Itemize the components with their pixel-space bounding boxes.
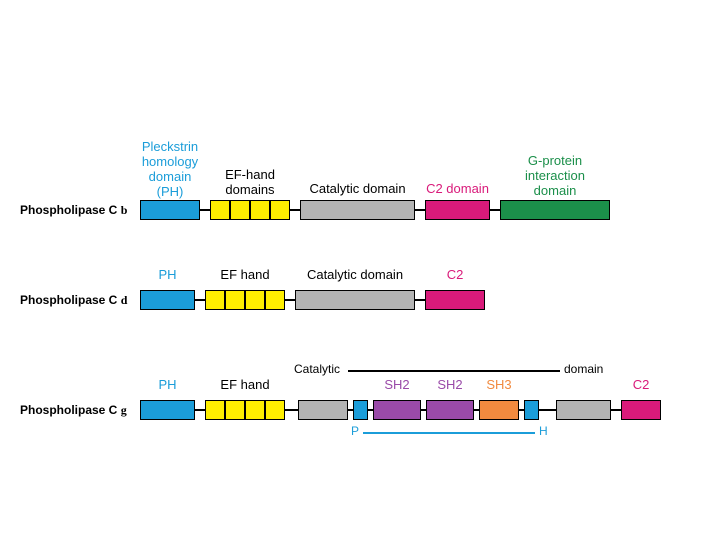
gprot-domain (500, 200, 610, 220)
ph-domain (140, 290, 195, 310)
ph-span-right: H (539, 424, 548, 438)
row-label-delta: Phospholipase C d (20, 293, 127, 308)
cat2-domain (556, 400, 611, 420)
sh2a-domain (373, 400, 421, 420)
row-label-beta: Phospholipase C b (20, 203, 127, 218)
sh3-label: SH3 (486, 378, 511, 393)
cat1-domain (298, 400, 348, 420)
ef-label: EF hand (220, 268, 269, 283)
connector (285, 299, 295, 301)
ph2b-domain (524, 400, 539, 420)
connector (200, 209, 210, 211)
ph-label: PH (158, 378, 176, 393)
gprot-label: G-proteininteractiondomain (525, 154, 585, 199)
connector (195, 409, 205, 411)
catalytic-span-right: domain (564, 362, 603, 376)
ph-label: Pleckstrinhomologydomain(PH) (142, 140, 198, 200)
cat-label: Catalytic domain (307, 268, 403, 283)
ph2a-domain (353, 400, 368, 420)
c2-domain (621, 400, 661, 420)
ef-hand-domain (205, 290, 285, 310)
cat-domain (295, 290, 415, 310)
connector (415, 209, 425, 211)
ef-hand-domain (205, 400, 285, 420)
connector (285, 409, 298, 411)
sh2b-domain (426, 400, 474, 420)
connector (490, 209, 500, 211)
ef-label: EF hand (220, 378, 269, 393)
c2-label: C2 (447, 268, 464, 283)
ph-domain (140, 400, 195, 420)
ef-hand-domain (210, 200, 290, 220)
sh2b-label: SH2 (437, 378, 462, 393)
cat-label: Catalytic domain (309, 182, 405, 197)
c2-label: C2 domain (426, 182, 489, 197)
connector (539, 409, 556, 411)
ph-span-line (363, 432, 535, 434)
sh2a-label: SH2 (384, 378, 409, 393)
sh3-domain (479, 400, 519, 420)
connector (415, 299, 425, 301)
ef-label: EF-handdomains (225, 168, 275, 198)
cat-domain (300, 200, 415, 220)
ph-domain (140, 200, 200, 220)
c2-domain (425, 290, 485, 310)
connector (611, 409, 621, 411)
row-label-gamma: Phospholipase C g (20, 403, 127, 418)
ph-label: PH (158, 268, 176, 283)
catalytic-span-left: Catalytic (294, 362, 340, 376)
catalytic-span-line (348, 370, 560, 372)
connector (195, 299, 205, 301)
c2-label: C2 (633, 378, 650, 393)
ph-span-left: P (351, 424, 359, 438)
connector (290, 209, 300, 211)
c2-domain (425, 200, 490, 220)
